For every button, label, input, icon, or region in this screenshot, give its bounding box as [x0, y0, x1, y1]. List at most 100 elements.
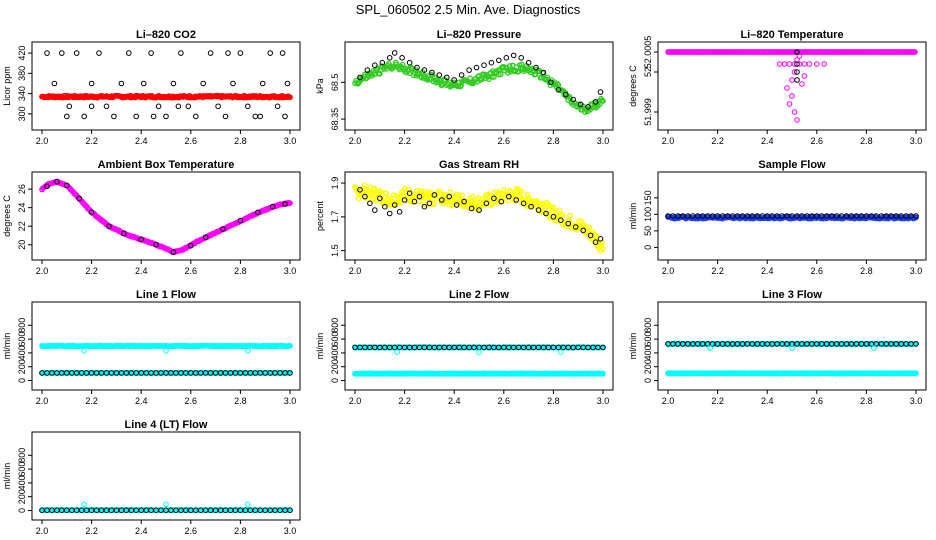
data-point	[576, 218, 582, 224]
data-point	[207, 50, 214, 56]
data-point	[431, 192, 438, 198]
y-axis-label: ml/min	[315, 333, 325, 360]
y-tick-label: 600	[17, 332, 27, 347]
data-point	[789, 93, 795, 99]
data-point	[411, 198, 418, 205]
data-point	[257, 113, 264, 120]
x-tick-label: 2.0	[349, 396, 362, 406]
data-point	[426, 200, 433, 207]
series-temperature-average	[665, 49, 918, 55]
data-point	[597, 236, 604, 242]
data-point	[467, 75, 473, 82]
series-temperature-excursions	[776, 53, 828, 123]
y-tick-label: 400	[330, 345, 340, 360]
data-point	[237, 50, 244, 56]
x-tick-label: 3.0	[597, 136, 610, 146]
data-point	[245, 348, 251, 354]
data-point	[59, 50, 65, 56]
x-tick-label: 2.4	[761, 136, 774, 146]
x-tick-label: 2.2	[85, 266, 98, 276]
data-point	[111, 113, 117, 120]
data-point	[597, 89, 604, 95]
chart-title: Li–820 Temperature	[740, 29, 843, 41]
data-point	[121, 230, 127, 237]
chart-title: Line 4 (LT) Flow	[125, 419, 208, 431]
x-tick-label: 3.0	[284, 526, 297, 536]
y-tick-label: 50	[643, 226, 653, 236]
x-tick-label: 2.4	[135, 396, 148, 406]
data-point	[577, 101, 584, 108]
data-point	[912, 49, 918, 55]
series-co2-average	[39, 92, 293, 101]
y-tick-label: 200	[17, 359, 27, 374]
page-title: SPL_060502 2.5 Min. Ave. Diagnostics	[355, 2, 581, 17]
plot-frame	[31, 431, 301, 521]
data-point	[786, 101, 793, 107]
data-point	[794, 49, 800, 55]
series-ambient-samples	[44, 178, 288, 255]
chart-title: Sample Flow	[758, 159, 826, 171]
series-sample-flow-samples	[665, 213, 919, 219]
data-point	[406, 187, 413, 193]
plot-area	[665, 213, 919, 222]
x-tick-label: 2.0	[36, 526, 49, 536]
data-point	[390, 192, 397, 198]
data-point	[814, 61, 820, 67]
series-co2-spot-samples	[44, 50, 291, 120]
x-tick-label: 2.8	[547, 266, 560, 276]
data-point	[416, 70, 423, 77]
data-point	[555, 86, 562, 93]
y-axis-label: degrees C	[2, 195, 12, 237]
chart-line3: Line 3 Flow ml/min 2.0 2.2 2.4 2.6 2.8 3.0 0 2004…	[628, 289, 927, 406]
data-point	[913, 370, 919, 377]
x-tick-label: 3.0	[284, 396, 297, 406]
data-point	[44, 183, 50, 190]
data-point	[525, 59, 532, 66]
data-point	[185, 103, 192, 110]
data-point	[806, 61, 813, 67]
chart-title: Gas Stream RH	[439, 159, 519, 171]
y-axis-label: degrees C	[628, 65, 638, 107]
data-point	[421, 203, 428, 210]
data-point	[274, 103, 281, 110]
data-point	[367, 200, 373, 207]
data-point	[481, 62, 487, 68]
data-point	[586, 224, 593, 231]
data-point	[252, 113, 259, 120]
data-point	[391, 202, 398, 208]
data-point	[245, 501, 251, 508]
data-point	[871, 345, 877, 351]
data-point	[513, 197, 520, 203]
data-point	[801, 61, 808, 67]
x-tick-label: 2.2	[398, 136, 411, 146]
plot-area	[352, 50, 606, 115]
x-tick-label: 2.6	[185, 526, 198, 536]
data-point	[544, 74, 551, 81]
plot-area	[39, 501, 293, 514]
data-point	[585, 104, 591, 110]
chart-line2: Line 2 Flow ml/min 2.0 2.2 2.4 2.6 2.8 3.0 0 2004…	[315, 289, 614, 406]
data-point	[193, 113, 199, 120]
data-point	[791, 69, 798, 75]
data-point	[372, 62, 378, 68]
data-point	[550, 204, 557, 211]
data-point	[287, 343, 293, 349]
data-point	[66, 103, 73, 110]
plot-area	[352, 182, 606, 254]
data-point	[592, 99, 599, 105]
data-point	[558, 217, 564, 223]
data-point	[518, 188, 525, 195]
y-axis-label: ml/min	[628, 203, 638, 230]
data-point	[401, 197, 408, 203]
data-point	[439, 197, 445, 203]
data-point	[81, 348, 87, 354]
chart-line4: Line 4 (LT) Flow ml/min 2.0 2.2 2.4 2.6 2.8 3.0…	[2, 419, 301, 536]
series-temperature-samples	[794, 49, 800, 83]
data-point	[416, 193, 423, 200]
data-point	[118, 80, 125, 87]
y-tick-label: 100	[643, 207, 653, 222]
chart-title: Li–820 Pressure	[437, 29, 521, 41]
data-point	[382, 203, 388, 210]
x-tick-label: 2.4	[135, 136, 148, 146]
data-point	[550, 214, 557, 220]
